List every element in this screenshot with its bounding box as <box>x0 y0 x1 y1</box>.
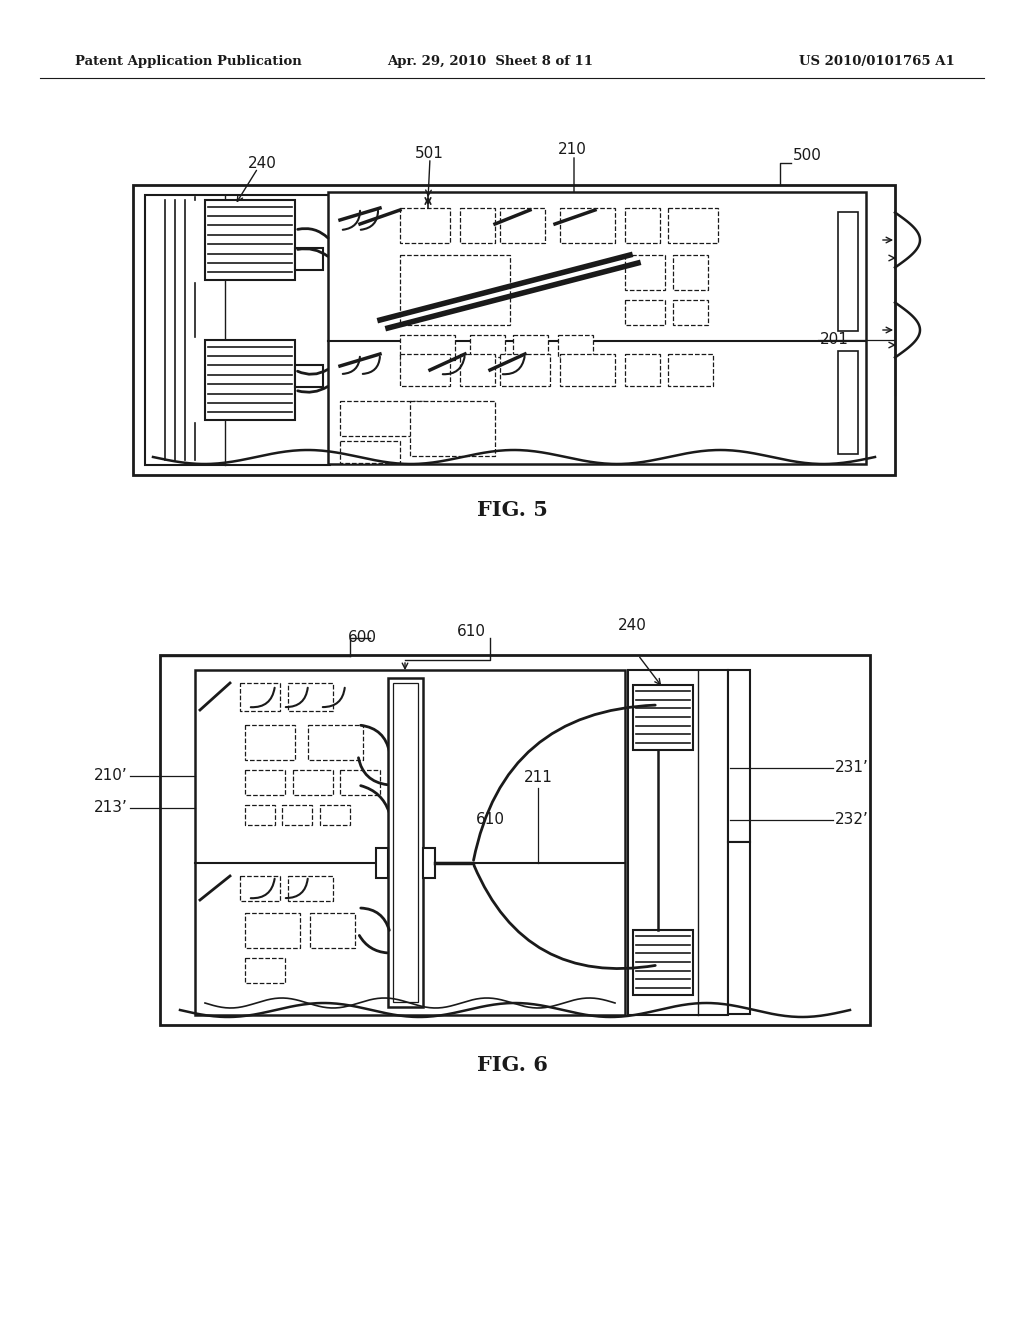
Bar <box>470 335 505 356</box>
Bar <box>340 770 380 795</box>
Bar <box>410 401 495 455</box>
Bar <box>288 876 333 902</box>
Bar <box>240 682 280 711</box>
Bar <box>133 185 895 475</box>
Bar <box>295 248 323 271</box>
Text: 213’: 213’ <box>94 800 128 816</box>
Bar <box>245 770 285 795</box>
Bar <box>560 354 615 385</box>
Bar <box>625 354 660 385</box>
Bar <box>560 209 615 243</box>
Text: 501: 501 <box>415 145 443 161</box>
Bar <box>668 354 713 385</box>
Text: 240: 240 <box>618 618 647 632</box>
Bar <box>160 655 870 1026</box>
Bar <box>328 191 866 465</box>
Bar <box>308 725 362 760</box>
Bar <box>625 300 665 325</box>
Bar <box>500 354 550 385</box>
Bar <box>460 209 495 243</box>
Bar <box>500 209 545 243</box>
Bar <box>310 913 355 948</box>
Text: Patent Application Publication: Patent Application Publication <box>75 55 302 69</box>
Text: 210’: 210’ <box>94 768 128 784</box>
Bar <box>240 876 280 902</box>
Bar <box>295 366 323 387</box>
Bar <box>728 842 750 1014</box>
Bar <box>376 847 388 878</box>
Text: US 2010/0101765 A1: US 2010/0101765 A1 <box>800 55 955 69</box>
Text: 201: 201 <box>820 333 849 347</box>
Text: 210: 210 <box>558 143 587 157</box>
Bar <box>245 958 285 983</box>
Bar <box>319 805 350 825</box>
Bar <box>340 401 425 436</box>
Bar <box>393 682 418 1002</box>
Text: 232’: 232’ <box>835 813 869 828</box>
Text: 231’: 231’ <box>835 760 869 776</box>
Bar <box>400 255 510 325</box>
Bar <box>288 682 333 711</box>
Bar <box>293 770 333 795</box>
Text: FIG. 6: FIG. 6 <box>476 1055 548 1074</box>
Bar <box>673 255 708 290</box>
Text: 610: 610 <box>475 812 505 828</box>
Bar <box>838 213 858 331</box>
Text: Apr. 29, 2010  Sheet 8 of 11: Apr. 29, 2010 Sheet 8 of 11 <box>387 55 593 69</box>
Text: 240: 240 <box>248 156 276 170</box>
Text: 500: 500 <box>793 148 822 162</box>
Bar <box>625 209 660 243</box>
Text: 600: 600 <box>348 631 377 645</box>
Text: FIG. 5: FIG. 5 <box>476 500 548 520</box>
Bar <box>625 255 665 290</box>
Bar <box>423 847 435 878</box>
Text: 211: 211 <box>523 770 552 785</box>
Bar <box>460 354 495 385</box>
Bar <box>205 341 295 420</box>
Bar <box>145 195 330 465</box>
Bar <box>633 931 693 995</box>
Bar <box>388 678 423 1007</box>
Bar <box>633 685 693 750</box>
Bar <box>340 441 400 463</box>
Bar <box>728 671 750 842</box>
Bar <box>195 671 625 1015</box>
Bar <box>628 671 728 1015</box>
Bar <box>400 335 455 360</box>
Bar <box>245 725 295 760</box>
Bar <box>400 209 450 243</box>
Bar <box>205 201 295 280</box>
Bar <box>838 351 858 454</box>
Bar <box>673 300 708 325</box>
Bar <box>245 805 275 825</box>
Bar <box>245 913 300 948</box>
Bar <box>282 805 312 825</box>
Text: 610: 610 <box>457 624 486 639</box>
Bar <box>400 354 450 385</box>
Bar <box>668 209 718 243</box>
Bar <box>558 335 593 356</box>
Bar <box>513 335 548 356</box>
